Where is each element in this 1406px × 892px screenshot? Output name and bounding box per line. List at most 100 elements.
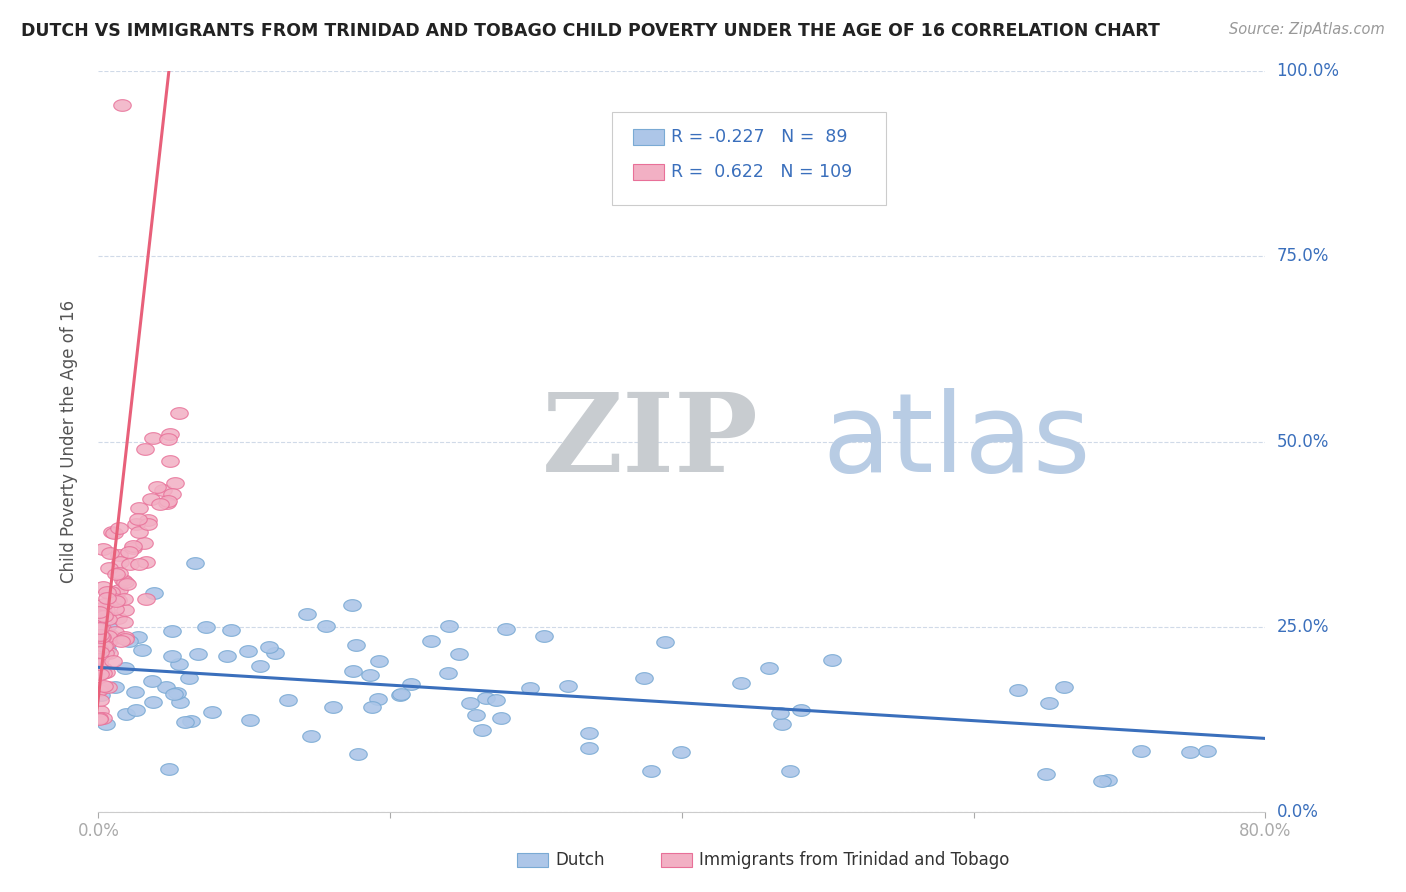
Point (87, 657, 110, 671)
Point (1195, 744, 1218, 758)
Text: Dutch: Dutch (555, 851, 605, 869)
Point (90, 688, 112, 702)
Point (103, 655, 125, 669)
Point (447, 647, 470, 661)
Point (108, 521, 131, 535)
Point (93, 679, 115, 693)
Point (91, 630, 114, 644)
Point (277, 692, 299, 706)
Point (114, 603, 136, 617)
Point (163, 687, 186, 701)
Point (201, 706, 224, 720)
Point (465, 708, 488, 723)
Point (91, 541, 114, 556)
Point (180, 714, 202, 728)
Text: 75.0%: 75.0% (1277, 247, 1329, 266)
Point (322, 699, 344, 714)
Point (107, 593, 129, 607)
Point (105, 566, 128, 581)
Point (127, 511, 149, 525)
Point (128, 557, 150, 571)
Point (90, 630, 112, 644)
Point (100, 585, 122, 599)
Point (169, 695, 191, 709)
Point (128, 525, 150, 540)
Point (136, 513, 159, 527)
Point (91, 605, 114, 619)
Point (93, 597, 115, 611)
Point (399, 677, 422, 691)
Point (495, 622, 517, 636)
Text: atlas: atlas (823, 388, 1091, 495)
Point (257, 640, 280, 654)
Point (87, 642, 110, 657)
Point (96, 636, 118, 650)
Point (94, 608, 117, 623)
Text: R = -0.227   N =  89: R = -0.227 N = 89 (671, 128, 848, 146)
Text: Immigrants from Trinidad and Tobago: Immigrants from Trinidad and Tobago (699, 851, 1010, 869)
Point (94, 646, 117, 660)
Point (104, 602, 127, 616)
Point (160, 487, 183, 501)
Point (114, 632, 136, 647)
Point (94, 603, 117, 617)
Point (157, 762, 180, 776)
Point (89, 645, 111, 659)
Point (1091, 774, 1114, 789)
Point (142, 695, 165, 709)
Point (132, 536, 155, 550)
Point (128, 500, 150, 515)
Point (519, 681, 541, 696)
Point (91, 666, 114, 681)
Point (169, 657, 191, 671)
Point (98, 628, 121, 642)
Point (97, 680, 120, 694)
Point (389, 688, 412, 702)
Point (557, 679, 579, 693)
Point (790, 703, 813, 717)
Point (89, 605, 111, 619)
Point (167, 405, 190, 419)
Point (1178, 745, 1201, 759)
Point (93, 608, 115, 623)
Point (159, 453, 181, 467)
Text: Source: ZipAtlas.com: Source: ZipAtlas.com (1229, 22, 1385, 37)
Point (114, 575, 136, 590)
Point (264, 647, 287, 661)
Point (135, 555, 157, 569)
Point (96, 611, 118, 625)
Point (100, 546, 122, 560)
Point (107, 610, 129, 624)
Point (108, 549, 131, 563)
Point (1035, 767, 1057, 781)
Point (361, 700, 384, 714)
Point (640, 764, 662, 779)
Point (125, 702, 148, 716)
Point (367, 654, 389, 668)
Text: 50.0%: 50.0% (1277, 433, 1329, 450)
Point (98, 560, 121, 574)
Point (149, 498, 172, 512)
Point (121, 540, 143, 554)
Point (156, 495, 179, 509)
Point (114, 631, 136, 645)
Point (112, 615, 135, 630)
Point (105, 586, 128, 600)
Point (299, 729, 322, 743)
Point (104, 680, 127, 694)
Point (103, 592, 125, 607)
Point (98, 584, 121, 599)
Point (96, 584, 118, 599)
Point (315, 619, 337, 633)
Point (142, 431, 165, 445)
Point (89, 651, 111, 665)
Point (96, 642, 118, 657)
Point (124, 685, 146, 699)
Point (143, 585, 166, 599)
Point (90, 601, 112, 615)
Point (103, 526, 125, 541)
Point (111, 97, 134, 112)
Point (104, 631, 127, 645)
Point (295, 607, 318, 621)
Y-axis label: Child Poverty Under the Age of 16: Child Poverty Under the Age of 16 (59, 300, 77, 583)
